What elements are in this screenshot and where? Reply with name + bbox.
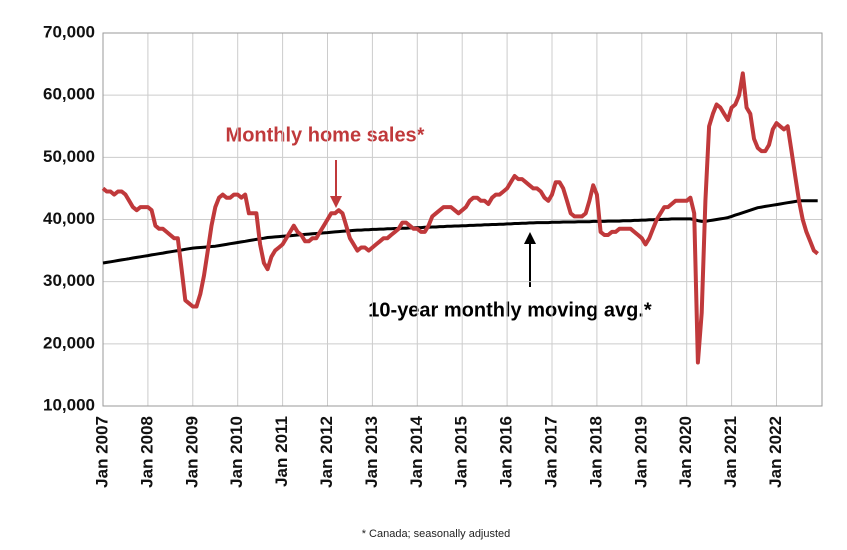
footnote: * Canada; seasonally adjusted <box>362 528 511 540</box>
x-tick-label: Jan 2015 <box>452 416 471 488</box>
y-tick-label: 70,000 <box>43 22 95 41</box>
avg-arrowhead <box>524 232 536 244</box>
series-line <box>102 199 818 265</box>
x-tick-label: Jan 2014 <box>407 415 426 487</box>
x-tick-label: Jan 2020 <box>676 416 695 488</box>
sales-arrowhead <box>330 196 342 208</box>
avg-annotation: 10-year monthly moving avg.* <box>368 299 652 321</box>
y-tick-label: 20,000 <box>43 333 95 352</box>
x-tick-label: Jan 2017 <box>541 416 560 488</box>
y-tick-label: 10,000 <box>43 395 95 414</box>
x-tick-label: Jan 2021 <box>721 416 740 488</box>
series-line <box>101 71 819 365</box>
y-tick-label: 40,000 <box>43 209 95 228</box>
x-tick-label: Jan 2007 <box>92 416 111 488</box>
x-tick-label: Jan 2013 <box>362 416 381 488</box>
y-tick-label: 60,000 <box>43 85 95 104</box>
x-tick-label: Jan 2016 <box>497 416 516 488</box>
x-tick-label: Jan 2012 <box>317 416 336 488</box>
x-tick-label: Jan 2018 <box>586 416 605 488</box>
y-tick-label: 30,000 <box>43 271 95 290</box>
x-tick-label: Jan 2022 <box>766 416 785 488</box>
arrows <box>330 160 536 287</box>
x-tick-label: Jan 2010 <box>227 416 246 488</box>
y-tick-label: 50,000 <box>43 147 95 166</box>
x-tick-label: Jan 2009 <box>182 416 201 488</box>
x-tick-label: Jan 2019 <box>631 416 650 488</box>
sales-annotation: Monthly home sales* <box>226 124 425 146</box>
x-tick-label: Jan 2008 <box>137 416 156 488</box>
plot-frame <box>102 32 823 407</box>
x-tick-label: Jan 2011 <box>272 416 291 487</box>
